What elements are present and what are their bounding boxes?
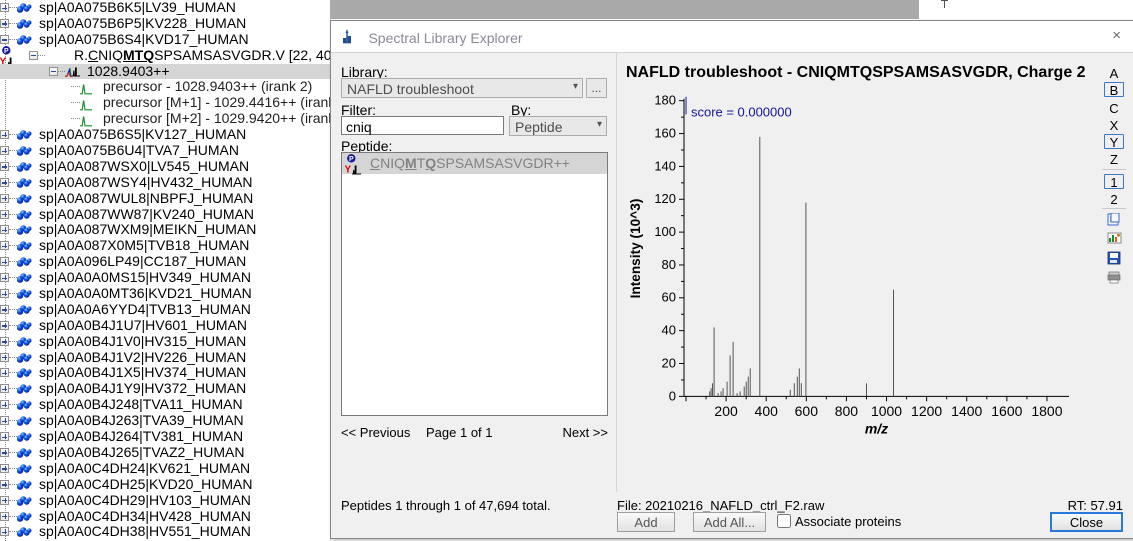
svg-text:100: 100 xyxy=(654,224,676,239)
svg-text:1800: 1800 xyxy=(1031,403,1062,419)
svg-text:40: 40 xyxy=(662,323,676,338)
svg-text:score = 0.000000: score = 0.000000 xyxy=(691,104,792,119)
svg-text:1600: 1600 xyxy=(991,403,1022,419)
svg-text:800: 800 xyxy=(835,403,859,419)
svg-text:1400: 1400 xyxy=(951,403,982,419)
svg-text:200: 200 xyxy=(714,403,738,419)
svg-text:1000: 1000 xyxy=(871,403,902,419)
svg-text:180: 180 xyxy=(654,93,676,108)
svg-text:140: 140 xyxy=(654,158,676,173)
svg-text:80: 80 xyxy=(662,257,676,272)
svg-text:0: 0 xyxy=(669,388,676,403)
svg-text:600: 600 xyxy=(795,403,819,419)
svg-text:120: 120 xyxy=(654,191,676,206)
svg-text:m/z: m/z xyxy=(865,421,888,437)
svg-text:400: 400 xyxy=(755,403,779,419)
svg-text:Y: Y xyxy=(345,165,352,175)
svg-text:1200: 1200 xyxy=(911,403,942,419)
svg-text:Intensity (10^3): Intensity (10^3) xyxy=(627,199,643,299)
svg-text:60: 60 xyxy=(662,290,676,305)
svg-text:20: 20 xyxy=(662,356,676,371)
svg-text:160: 160 xyxy=(654,126,676,141)
